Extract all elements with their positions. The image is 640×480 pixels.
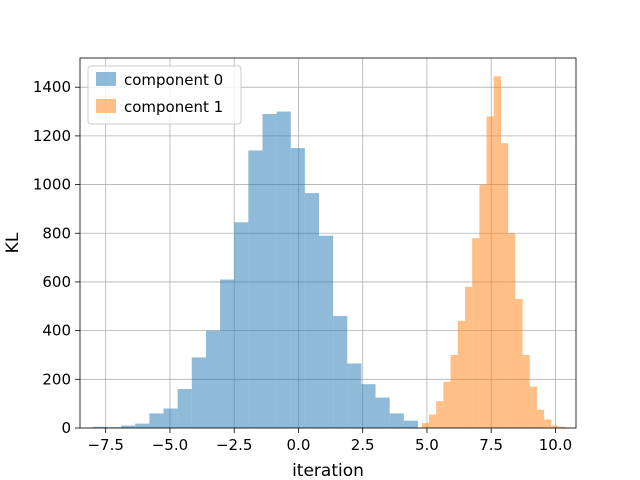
histogram-bar	[121, 425, 136, 428]
histogram-bar	[544, 419, 552, 428]
histogram-bar	[290, 148, 305, 428]
histogram-bar	[191, 357, 206, 428]
histogram-bar	[375, 397, 390, 428]
x-axis-ticks: −7.5 −5.0 −2.5 0.0 2.5 5.0 7.5 10.0	[87, 428, 572, 454]
histogram-bar	[92, 426, 107, 428]
histogram-bar	[177, 389, 192, 428]
y-axis-label: KL	[3, 232, 23, 253]
x-tick-label: −7.5	[87, 436, 123, 454]
histogram-bar	[522, 354, 530, 428]
histogram-bar	[558, 426, 566, 428]
x-tick-label: 2.5	[351, 436, 375, 454]
histogram-bar	[163, 408, 178, 428]
y-tick-label: 200	[42, 370, 71, 388]
histogram-bar	[389, 413, 404, 428]
histogram-bar	[248, 150, 263, 428]
histogram-bar	[149, 413, 164, 428]
x-tick-label: 7.5	[479, 436, 503, 454]
histogram-bar	[421, 423, 429, 428]
y-tick-label: 600	[42, 273, 71, 291]
histogram-bar	[319, 235, 334, 428]
histogram-bar	[450, 354, 458, 428]
histogram-bar	[493, 76, 501, 428]
y-tick-label: 1200	[33, 127, 71, 145]
x-tick-label: 10.0	[539, 436, 572, 454]
legend: component 0 component 1	[87, 65, 242, 125]
y-axis-ticks: 0 200 400 600 800 1000 1200 1400	[33, 78, 80, 437]
histogram-bar	[529, 386, 537, 428]
x-axis-label: iteration	[292, 461, 364, 480]
histogram-bar	[135, 423, 150, 428]
legend-label-component-0: component 0	[124, 71, 223, 89]
histogram-bar	[551, 425, 559, 428]
legend-label-component-1: component 1	[124, 98, 223, 116]
histogram-bar	[347, 363, 362, 428]
histogram-bar	[304, 193, 320, 428]
histogram-bar	[262, 113, 277, 428]
legend-swatch-component-1	[96, 99, 116, 113]
histogram-bar	[515, 298, 523, 428]
bars	[92, 76, 566, 428]
histogram-bar	[205, 330, 221, 428]
histogram-bar	[220, 279, 235, 428]
legend-box	[87, 65, 242, 125]
histogram-bar	[436, 401, 444, 428]
y-tick-label: 1000	[33, 176, 71, 194]
x-tick-label: 0.0	[287, 436, 311, 454]
histogram-bar	[536, 409, 545, 428]
x-tick-label: −2.5	[216, 436, 252, 454]
histogram-bar	[403, 420, 418, 428]
histogram-bar	[464, 286, 473, 428]
histogram-bar	[479, 184, 487, 428]
histogram-bar	[457, 320, 465, 428]
histogram-bar	[361, 384, 376, 428]
histogram-bar	[443, 381, 451, 428]
histogram-bar	[276, 111, 291, 428]
series-component-1	[421, 76, 566, 428]
x-tick-label: 5.0	[415, 436, 439, 454]
histogram-bar	[486, 116, 494, 428]
plot-frame	[79, 57, 577, 429]
histogram-bar	[234, 222, 249, 428]
histogram-bar	[428, 414, 437, 428]
histogram-bar	[333, 316, 348, 428]
y-tick-label: 800	[42, 224, 71, 242]
histogram-bar	[508, 233, 516, 428]
x-tick-label: −5.0	[152, 436, 188, 454]
y-tick-label: 1400	[33, 78, 71, 96]
histogram-bar	[500, 143, 509, 428]
histogram-bar	[472, 238, 480, 428]
y-tick-label: 400	[42, 322, 71, 340]
y-tick-label: 0	[61, 419, 71, 437]
series-component-0	[92, 111, 418, 428]
legend-swatch-component-0	[96, 72, 116, 86]
